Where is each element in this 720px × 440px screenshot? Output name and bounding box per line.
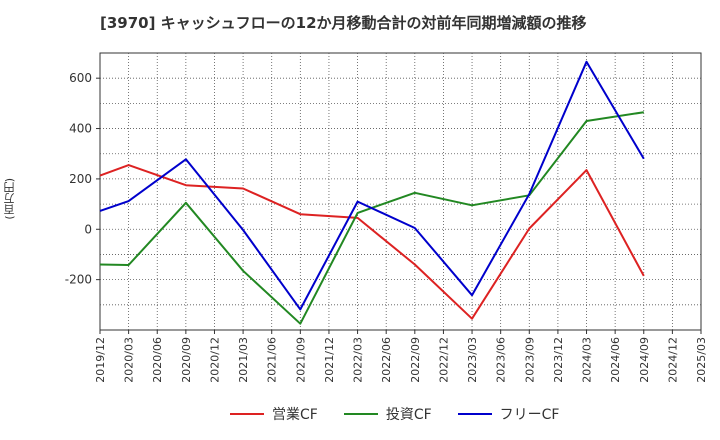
plot-area xyxy=(99,52,702,331)
x-tick-label: 2020/12 xyxy=(208,337,221,383)
legend-item-free-cf: フリーCF xyxy=(457,404,560,424)
y-tick-label: -200 xyxy=(65,273,92,287)
x-tick-label: 2021/03 xyxy=(237,337,250,383)
legend-item-investing-cf: 投資CF xyxy=(343,404,432,424)
x-tick-label: 2025/03 xyxy=(695,337,708,383)
x-tick-label: 2022/09 xyxy=(409,337,422,383)
legend-item-operating-cf: 営業CF xyxy=(230,404,318,424)
legend-label-free-cf: フリーCF xyxy=(499,407,560,423)
x-tick-label: 2021/12 xyxy=(323,337,336,383)
y-tick-label: 200 xyxy=(69,172,92,186)
series-line-0 xyxy=(99,164,645,320)
y-tick-label: 0 xyxy=(84,222,92,236)
x-tick-label: 2023/09 xyxy=(523,337,536,383)
x-tick-label: 2024/12 xyxy=(666,337,679,383)
legend-swatch-investing-cf xyxy=(343,413,378,415)
y-tick-label: 400 xyxy=(69,122,92,136)
chart-legend: 営業CF 投資CF フリーCF xyxy=(230,404,559,424)
x-tick-label: 2019/12 xyxy=(94,337,107,383)
x-tick-label: 2022/06 xyxy=(380,337,393,383)
x-tick-label: 2024/09 xyxy=(638,337,651,383)
x-tick-label: 2020/06 xyxy=(151,337,164,383)
legend-label-investing-cf: 投資CF xyxy=(385,407,432,423)
x-tick-label: 2021/06 xyxy=(266,337,279,383)
x-tick-label: 2021/09 xyxy=(294,337,307,383)
x-tick-label: 2023/06 xyxy=(495,337,508,383)
x-tick-label: 2023/03 xyxy=(466,337,479,383)
series-line-2 xyxy=(99,60,645,311)
x-tick-label: 2020/03 xyxy=(123,337,136,383)
legend-swatch-operating-cf xyxy=(230,413,264,415)
x-tick-label: 2022/12 xyxy=(437,337,450,383)
x-tick-label: 2024/03 xyxy=(581,337,594,383)
x-tick-label: 2020/09 xyxy=(180,337,193,383)
x-tick-label: 2024/06 xyxy=(609,337,622,383)
legend-swatch-free-cf xyxy=(457,413,492,415)
x-tick-label: 2023/12 xyxy=(552,337,565,383)
legend-label-operating-cf: 営業CF xyxy=(272,407,318,423)
series-line-1 xyxy=(99,111,644,325)
y-tick-label: 600 xyxy=(69,71,92,85)
x-tick-label: 2022/03 xyxy=(352,337,365,383)
line-chart: 600 400 200 0 -200 2019/12 2020/03 2020/06 2020/… xyxy=(65,52,708,383)
chart-title: [3970] キャッシュフローの12か月移動合計の対前年同期増減額の推移 xyxy=(100,14,587,32)
